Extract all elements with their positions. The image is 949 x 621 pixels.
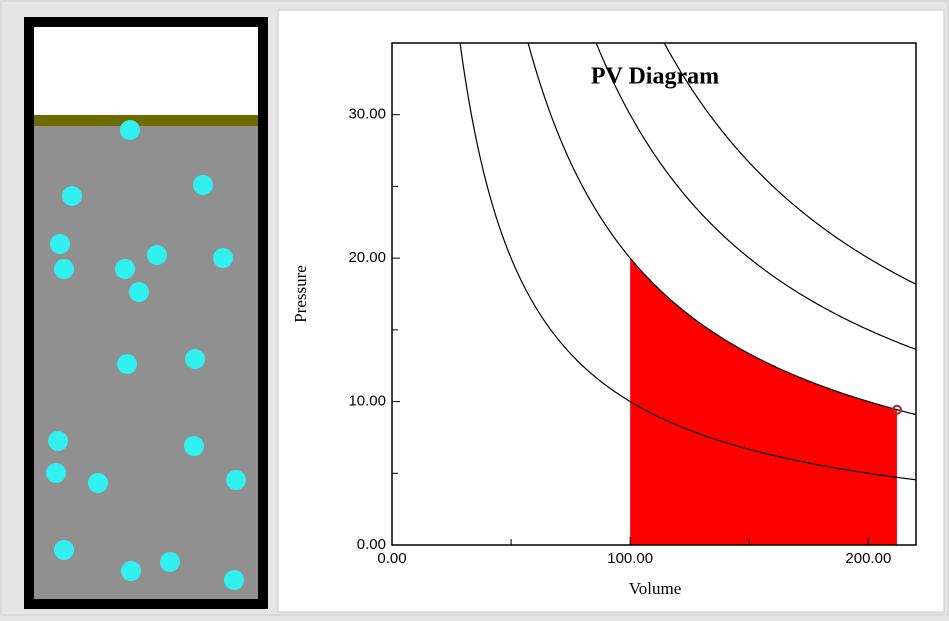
axes-frame — [391, 42, 917, 546]
y-tick-label: 10.00 — [348, 393, 386, 410]
x-axis-label: Volume — [629, 579, 682, 598]
particle — [48, 431, 68, 451]
particle — [226, 470, 246, 490]
y-tick-label: 20.00 — [348, 249, 386, 266]
particle — [115, 259, 135, 279]
particle — [129, 282, 149, 302]
particle — [213, 248, 233, 268]
particle — [50, 234, 70, 254]
particle — [121, 561, 141, 581]
pv-plot: 0.00 100.00 200.00 0.00 10.00 20.00 30.00 — [348, 42, 917, 567]
plot-area — [459, 43, 916, 545]
isotherm — [595, 43, 916, 350]
particle — [117, 354, 137, 374]
x-tick-label: 0.00 — [377, 550, 406, 567]
particle — [62, 186, 82, 206]
particle — [46, 463, 66, 483]
particle — [185, 349, 205, 369]
state-point — [891, 404, 902, 415]
particle — [88, 473, 108, 493]
chart-title: PV Diagram — [591, 64, 719, 90]
particle — [193, 175, 213, 195]
piston — [34, 115, 258, 126]
y-tick-label: 0.00 — [357, 536, 386, 553]
particle — [160, 552, 180, 572]
work-area — [630, 258, 897, 545]
x-tick-label: 100.00 — [607, 550, 653, 567]
gas-container — [24, 17, 268, 609]
isotherm — [663, 43, 916, 285]
isotherm — [459, 43, 916, 481]
y-tick-label: 30.00 — [348, 106, 386, 123]
particle — [184, 436, 204, 456]
y-axis-label: Pressure — [291, 265, 310, 323]
particle — [120, 120, 140, 140]
particle — [54, 540, 74, 560]
particle — [147, 245, 167, 265]
x-tick-label: 200.00 — [845, 550, 891, 567]
isotherm — [527, 43, 916, 416]
particle — [54, 259, 74, 279]
empty-space — [34, 27, 258, 117]
particle — [224, 570, 244, 590]
particles — [46, 120, 246, 590]
